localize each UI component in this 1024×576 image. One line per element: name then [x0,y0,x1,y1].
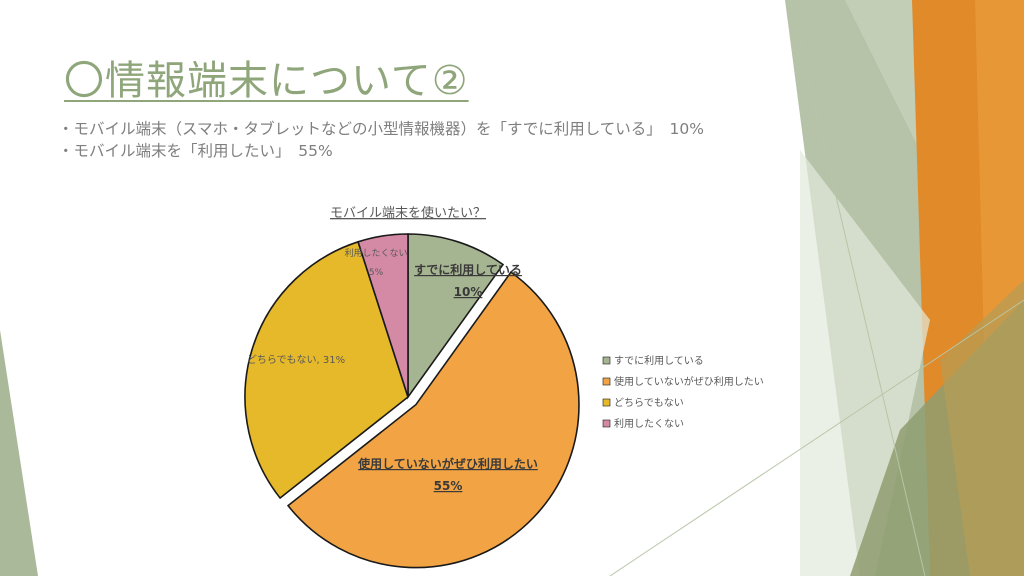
legend-label: 使用していないがぜひ利用したい [614,375,764,388]
bullet-item: ・モバイル端末（スマホ・タブレットなどの小型情報機器）を「すでに利用している」 … [58,120,704,138]
legend-swatch [602,356,611,365]
data-label: すでに利用している [414,262,522,277]
legend-swatch [602,419,611,428]
data-label: 10% [454,285,483,299]
legend-swatch [602,377,611,386]
legend-swatch [602,398,611,407]
data-label: 5% [369,268,384,278]
legend-label: すでに利用している [614,355,704,367]
data-label: 使用していないがぜひ利用したい [357,456,538,471]
data-label: 55% [434,479,463,493]
data-label: どちらでもない, 31% [247,354,345,366]
legend-label: どちらでもない [614,397,684,409]
bullet-item: ・モバイル端末を「利用したい」 55% [58,142,333,160]
data-label: 利用したくない [344,247,407,259]
slide-title: 〇情報端末について② [64,58,469,104]
pie-slice [244,240,409,500]
chart-title: モバイル端末を使いたい？ [330,205,486,221]
pie-slice [407,233,505,400]
legend-label: 利用したくない [614,418,684,430]
bullet-list: ・モバイル端末（スマホ・タブレットなどの小型情報機器）を「すでに利用している」 … [58,118,704,162]
pie-slice [357,233,409,398]
pie-slice [286,271,580,569]
